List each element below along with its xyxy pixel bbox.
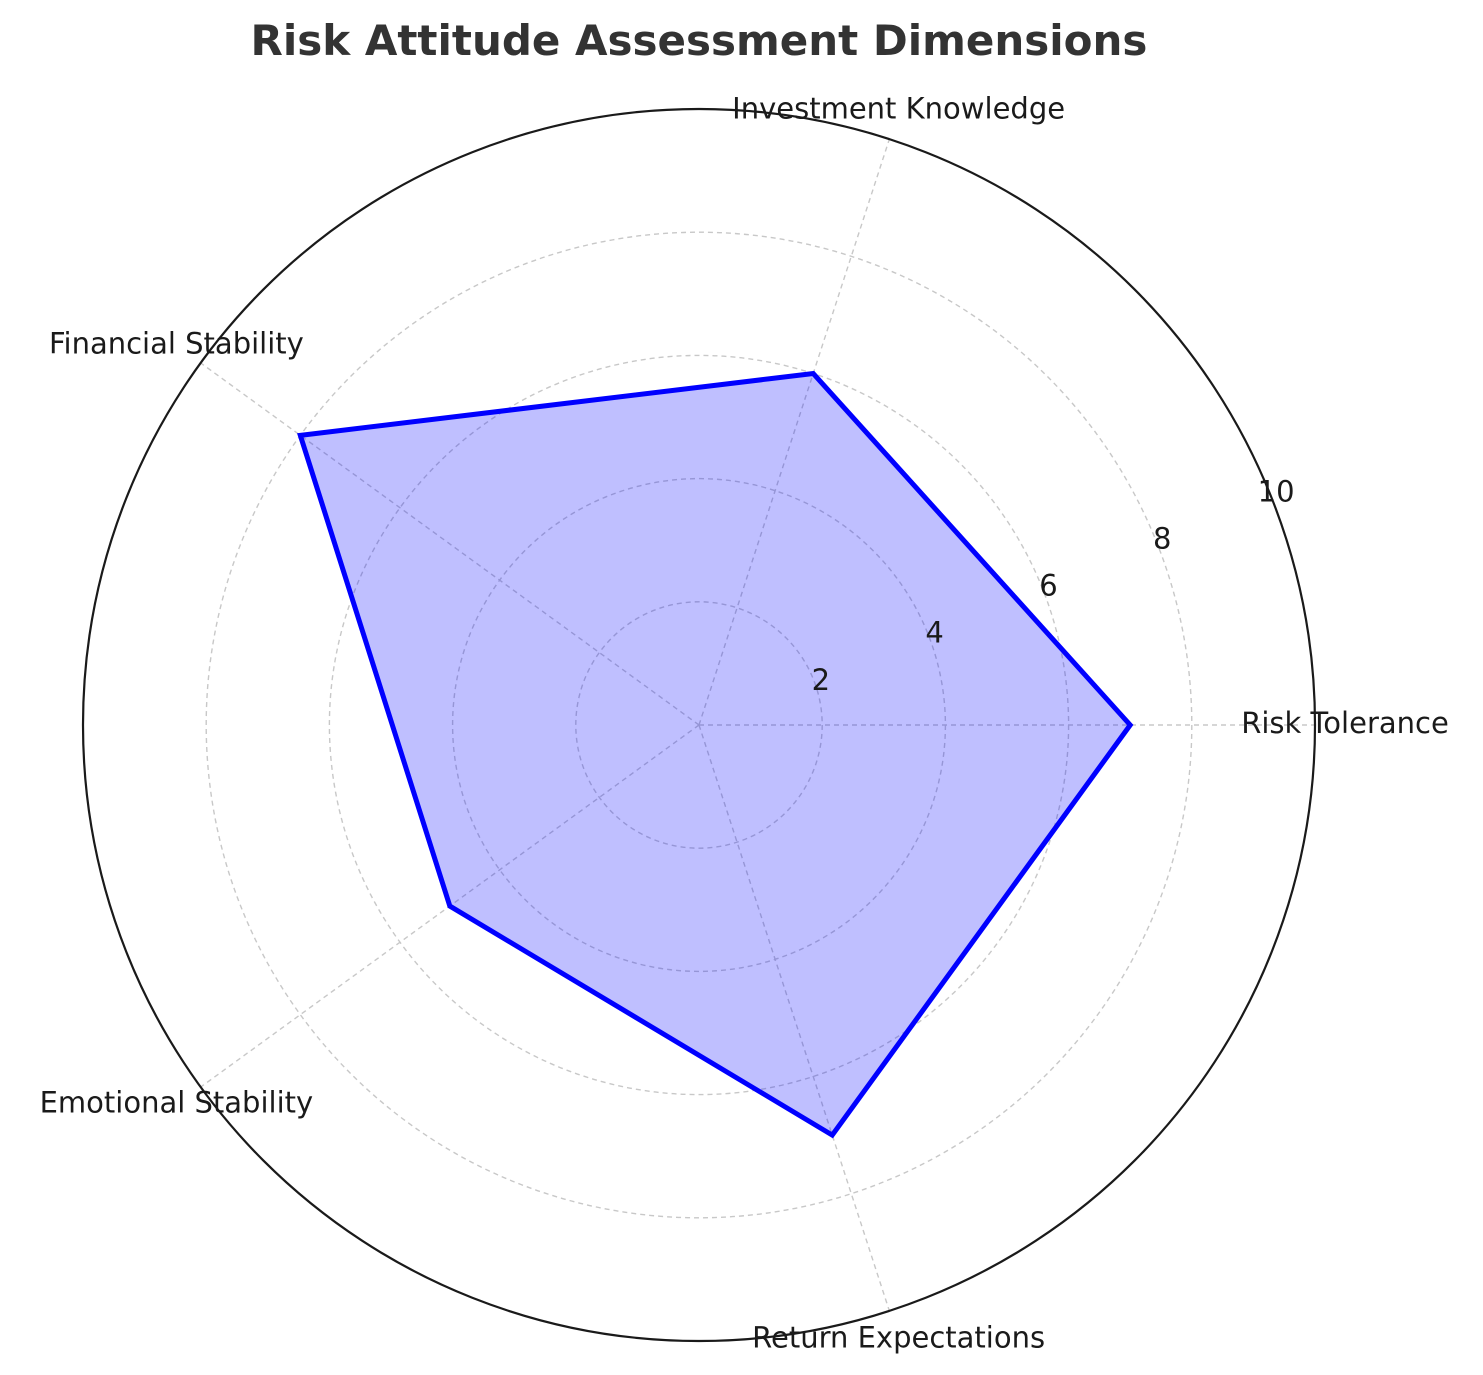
category-label: Emotional Stability [40, 1086, 314, 1120]
grid-circle-8 [205, 231, 1193, 1219]
category-labels: Risk Tolerance Investment Knowledge Financ… [40, 92, 1449, 1355]
spoke-line [698, 138, 891, 726]
grid-circle-2 [575, 601, 823, 849]
radial-tick-label: 4 [925, 616, 943, 650]
outer-frame [81, 107, 1317, 1343]
series-line [297, 370, 1134, 1139]
spoke-line [698, 724, 891, 1312]
category-label: Investment Knowledge [732, 92, 1065, 126]
series-fill-area [300, 373, 1131, 1136]
category-label: Financial Stability [49, 326, 304, 360]
category-label: Return Expectations [752, 1320, 1045, 1354]
radial-tick-label: 8 [1153, 521, 1171, 555]
spokes [200, 138, 1315, 1312]
radial-tick-label: 6 [1039, 569, 1057, 603]
spoke-line [200, 362, 700, 726]
category-label: Risk Tolerance [1241, 706, 1449, 740]
series-layer [297, 370, 1134, 1139]
radial-tick-label: 2 [812, 663, 830, 697]
chart-title: Risk Attitude Assessment Dimensions [251, 16, 1148, 65]
